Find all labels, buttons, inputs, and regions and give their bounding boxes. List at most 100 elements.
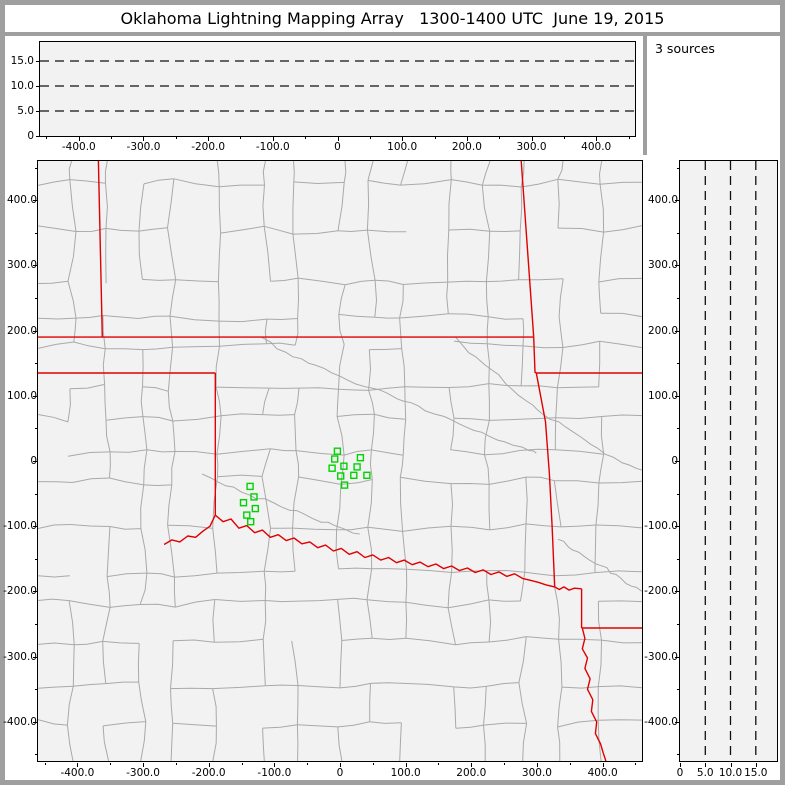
- tick-label: -400.0: [61, 141, 96, 153]
- tick-mark: [531, 137, 533, 141]
- tick-mark: [35, 297, 37, 299]
- tick-mark: [675, 526, 679, 528]
- tick-mark: [677, 363, 679, 365]
- tick-label: -300.0: [126, 767, 160, 779]
- tick-mark: [35, 754, 37, 756]
- tick-mark: [677, 297, 679, 299]
- tick-mark: [677, 754, 679, 756]
- tick-mark: [78, 137, 80, 141]
- tick-mark: [77, 763, 79, 767]
- tick-label: 0: [642, 455, 678, 467]
- tick-label: 200.0: [6, 324, 37, 337]
- tick-mark: [35, 558, 37, 560]
- tick-mark: [675, 461, 679, 462]
- tick-mark: [33, 526, 37, 528]
- plan-view-map-plot: [37, 160, 643, 762]
- tick-label: 400.0: [587, 767, 618, 779]
- tick-mark: [677, 624, 679, 626]
- tick-mark: [175, 763, 177, 765]
- tick-mark: [675, 656, 679, 658]
- tick-mark: [33, 330, 37, 332]
- plan-view-map-canvas: [38, 161, 642, 761]
- tick-mark: [536, 763, 538, 767]
- tick-mark: [628, 137, 630, 139]
- tick-label: 400.0: [6, 194, 37, 207]
- tick-label: 300.0: [647, 259, 678, 272]
- tick-mark: [274, 763, 276, 767]
- tick-mark: [730, 763, 732, 767]
- tick-label: 300.0: [521, 767, 552, 779]
- tick-mark: [241, 763, 243, 765]
- tick-mark: [33, 591, 37, 593]
- tick-label: 0: [1, 455, 37, 467]
- tick-mark: [499, 137, 501, 139]
- altitude-vs-northsouth-plot: [679, 160, 778, 762]
- tick-mark: [33, 265, 37, 267]
- tick-label: -200.0: [191, 767, 226, 779]
- tick-mark: [372, 763, 374, 765]
- tick-mark: [569, 763, 571, 765]
- tick-mark: [402, 137, 404, 141]
- tick-mark: [33, 721, 37, 723]
- tick-label: 0: [27, 130, 34, 142]
- tick-mark: [675, 591, 679, 593]
- tick-label: 100.0: [647, 389, 678, 402]
- tick-mark: [46, 137, 48, 139]
- tick-mark: [755, 763, 757, 767]
- tick-mark: [677, 167, 679, 169]
- tick-mark: [208, 763, 210, 767]
- tick-label: -300.0: [3, 650, 37, 663]
- tick-mark: [33, 200, 37, 202]
- river-lines-layer: [201, 336, 642, 592]
- plan-view-panel: 400.0 300.0 200.0 100.0 0 -100.0 -200.0 -300.0 -…: [3, 155, 647, 780]
- tick-mark: [208, 137, 210, 141]
- tick-mark: [596, 137, 598, 141]
- tick-mark: [44, 763, 46, 765]
- tick-mark: [675, 200, 679, 202]
- tick-label: -200.0: [191, 141, 226, 153]
- altitude-vs-eastwest-plot: [39, 41, 636, 137]
- altitude-eastwest-canvas: [40, 60, 635, 112]
- tick-label: 0: [334, 141, 341, 153]
- tick-mark: [35, 689, 37, 691]
- tick-label: 300.0: [516, 141, 547, 153]
- tick-label: 200.0: [451, 141, 482, 153]
- tick-mark: [466, 137, 468, 141]
- tick-mark: [434, 137, 436, 139]
- tick-label: 5.0: [17, 105, 34, 117]
- tick-mark: [337, 137, 339, 141]
- tick-mark: [110, 763, 112, 765]
- tick-label: -200.0: [3, 585, 37, 598]
- tick-mark: [240, 137, 242, 139]
- tick-mark: [175, 137, 177, 139]
- tick-mark: [504, 763, 506, 765]
- tick-mark: [677, 558, 679, 560]
- tick-label: 100.0: [6, 389, 37, 402]
- tick-label: -300.0: [126, 141, 161, 153]
- tick-mark: [680, 763, 681, 767]
- tick-mark: [675, 265, 679, 267]
- tick-mark: [675, 395, 679, 397]
- tick-label: 10.0: [718, 767, 743, 779]
- tick-mark: [36, 136, 40, 137]
- tick-label: -400.0: [60, 767, 95, 779]
- altitude-gridlines: [704, 161, 757, 761]
- tick-label: 15.0: [744, 767, 768, 779]
- tick-label: 400.0: [647, 194, 678, 207]
- tick-label: -100.0: [255, 141, 290, 153]
- tick-mark: [35, 428, 37, 430]
- page-title: Oklahoma Lightning Mapping Array 1300-14…: [5, 5, 780, 32]
- tick-mark: [33, 656, 37, 658]
- tick-mark: [602, 763, 604, 767]
- tick-mark: [33, 461, 37, 462]
- tick-mark: [307, 763, 309, 765]
- tick-mark: [36, 86, 40, 87]
- state-borders-layer: [38, 161, 642, 761]
- tick-mark: [635, 763, 637, 765]
- tick-label: 100.0: [390, 767, 421, 779]
- tick-label: 300.0: [6, 259, 37, 272]
- altitude-northsouth-canvas: [704, 161, 757, 761]
- tick-mark: [677, 428, 679, 430]
- tick-label: 200.0: [647, 324, 678, 337]
- tick-mark: [35, 363, 37, 365]
